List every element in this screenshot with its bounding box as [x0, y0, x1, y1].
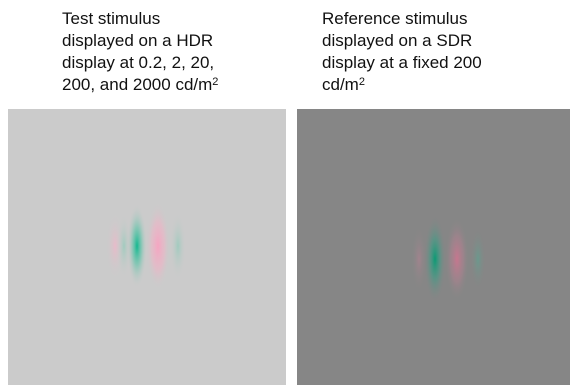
- gabor-band: [445, 217, 469, 301]
- test-gabor-image: [8, 109, 286, 385]
- caption-line: 200, and 2000 cd/m2: [62, 74, 312, 96]
- caption-line: Reference stimulus: [322, 9, 468, 28]
- gabor-band: [127, 204, 147, 288]
- caption-line: cd/m2: [322, 74, 570, 96]
- gabor-band: [117, 214, 131, 278]
- superscript: 2: [358, 76, 365, 88]
- reference-gabor-image: [297, 109, 570, 385]
- test-stimulus-panel: [8, 109, 286, 385]
- test-stimulus-caption: Test stimulus displayed on a HDR display…: [62, 8, 312, 96]
- gabor-band: [411, 225, 427, 293]
- caption-line: displayed on a HDR: [62, 31, 214, 50]
- superscript: 2: [212, 76, 219, 88]
- caption-line: display at a fixed 200: [322, 53, 482, 72]
- reference-stimulus-panel: [297, 109, 570, 385]
- caption-text: cd/m: [322, 75, 359, 94]
- caption-line: Test stimulus: [62, 9, 161, 28]
- reference-stimulus-caption: Reference stimulus displayed on a SDR di…: [322, 8, 570, 96]
- gabor-band: [170, 212, 186, 280]
- caption-line: displayed on a SDR: [322, 31, 473, 50]
- gabor-band: [424, 215, 446, 303]
- caption-line: display at 0.2, 2, 20,: [62, 53, 215, 72]
- gabor-band: [470, 227, 486, 291]
- gabor-band: [146, 202, 170, 290]
- caption-text: 200, and 2000 cd/m: [62, 75, 213, 94]
